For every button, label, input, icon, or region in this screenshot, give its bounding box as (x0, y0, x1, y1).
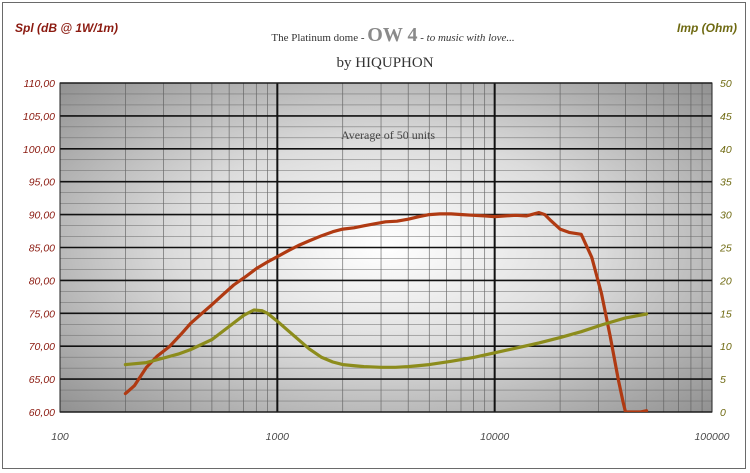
right-tick-label: 50 (720, 78, 732, 90)
left-tick-label: 65,00 (29, 374, 55, 386)
title-suffix: - to music with love... (417, 32, 514, 44)
frequency-response-chart: Spl (dB @ 1W/1m) Imp (Ohm) The Platinum … (15, 21, 737, 443)
series-group (123, 211, 649, 412)
left-tick-label: 75,00 (29, 308, 55, 320)
left-axis-label: Spl (dB @ 1W/1m) (15, 21, 118, 35)
x-axis-ticks: 100 1000 10000 100000 (51, 431, 729, 443)
left-tick-label: 90,00 (29, 210, 55, 222)
right-tick-label: 10 (720, 341, 732, 353)
x-tick-label: 100 (51, 431, 69, 443)
plot-border (59, 82, 713, 413)
left-tick-label: 80,00 (29, 275, 55, 287)
left-tick-label: 60,00 (29, 407, 55, 419)
series-line-imp (123, 308, 649, 369)
series-line-spl (123, 211, 649, 412)
x-tick-label: 1000 (266, 431, 290, 443)
x-tick-label: 10000 (480, 431, 509, 443)
right-tick-label: 40 (720, 144, 732, 156)
chart-annotation: Average of 50 units (341, 128, 435, 142)
chart-subtitle: by HIQUPHON (336, 55, 433, 71)
right-tick-label: 20 (719, 275, 732, 287)
left-tick-label: 110,00 (24, 78, 55, 90)
right-axis-label: Imp (Ohm) (677, 21, 737, 35)
title-model: OW 4 (367, 24, 417, 46)
right-tick-label: 15 (720, 308, 732, 320)
right-axis-ticks: 0 5 10 15 20 25 30 35 40 45 50 (719, 78, 732, 419)
left-tick-label: 95,00 (29, 177, 55, 189)
right-tick-label: 25 (719, 243, 732, 255)
left-tick-label: 105,00 (23, 111, 55, 123)
right-tick-label: 5 (720, 374, 726, 386)
left-tick-label: 70,00 (29, 341, 55, 353)
left-tick-label: 100,00 (23, 144, 55, 156)
left-tick-label: 85,00 (29, 243, 55, 255)
x-tick-label: 100000 (694, 431, 729, 443)
right-tick-label: 30 (720, 210, 732, 222)
chart-frame: Spl (dB @ 1W/1m) Imp (Ohm) The Platinum … (2, 2, 746, 469)
title-prefix: The Platinum dome - (271, 32, 367, 44)
right-tick-label: 0 (720, 407, 726, 419)
right-tick-label: 45 (720, 111, 732, 123)
right-tick-label: 35 (720, 177, 732, 189)
chart-title: The Platinum dome - OW 4 - to music with… (271, 24, 514, 46)
left-axis-ticks: 60,00 65,00 70,00 75,00 80,00 85,00 90,00 95,00… (23, 78, 55, 419)
